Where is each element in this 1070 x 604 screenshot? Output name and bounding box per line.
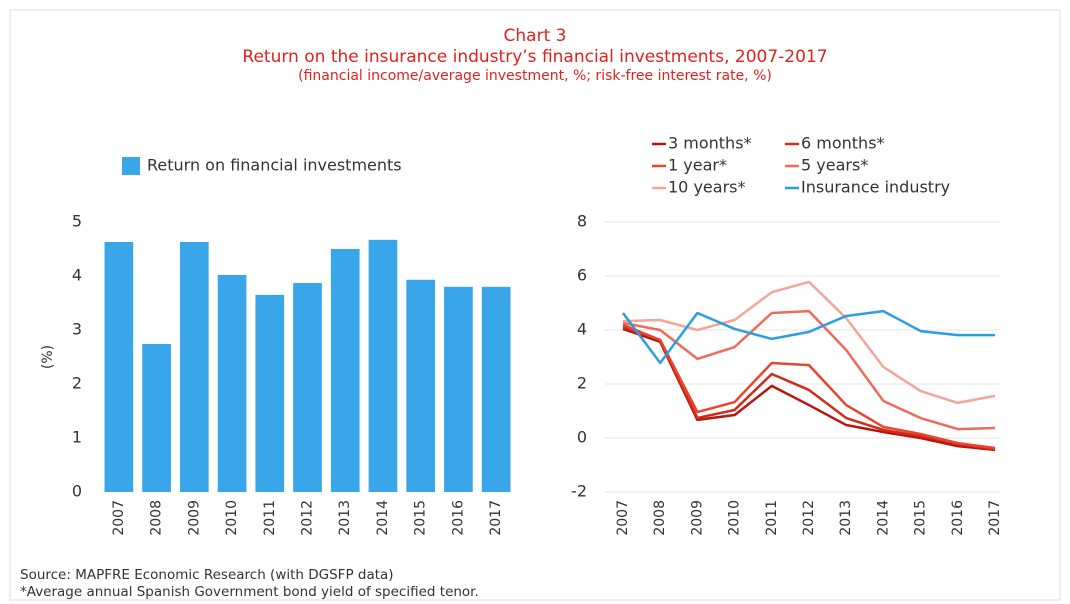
x-tick-label: 2014 [875, 500, 891, 536]
x-tick-label: 2009 [689, 500, 705, 536]
x-tick-label: 2014 [375, 500, 391, 536]
x-tick-label: 2016 [950, 500, 966, 536]
footnote: *Average annual Spanish Government bond … [20, 584, 479, 600]
x-tick-label: 2012 [300, 500, 316, 536]
y-tick-label: 2 [72, 374, 82, 393]
legend-label: Return on financial investments [147, 156, 402, 175]
y-tick-label: 4 [577, 320, 587, 339]
x-tick-label: 2008 [652, 500, 668, 536]
legend-label: 1 year* [668, 156, 727, 175]
x-tick-label: 2017 [488, 500, 504, 536]
y-tick-label: 1 [72, 428, 82, 447]
y-tick-label: 2 [577, 374, 587, 393]
y-tick-label: 5 [72, 212, 82, 231]
x-tick-label: 2015 [413, 500, 429, 536]
y-tick-label: 4 [72, 266, 82, 285]
line [622, 280, 996, 405]
bar [104, 241, 134, 492]
legend-label: Insurance industry [801, 178, 950, 197]
x-tick-label: 2015 [913, 500, 929, 536]
bar [406, 279, 436, 492]
x-tick-label: 2008 [149, 500, 165, 536]
bar [444, 286, 473, 492]
bar [142, 344, 171, 492]
y-axis-label: (%) [40, 345, 56, 369]
bar [179, 241, 209, 492]
bar [481, 286, 511, 492]
chart-subtitle: (financial income/average investment, %;… [298, 68, 772, 84]
source-note: Source: MAPFRE Economic Research (with D… [20, 567, 394, 583]
y-tick-label: 8 [577, 212, 587, 231]
y-tick-label: -2 [571, 482, 587, 501]
legend-label: 5 years* [801, 156, 868, 175]
bar [293, 283, 322, 492]
y-tick-label: 0 [577, 428, 587, 447]
x-tick-label: 2009 [186, 500, 202, 536]
line [621, 309, 995, 365]
x-tick-label: 2017 [987, 500, 1003, 536]
x-tick-label: 2016 [450, 500, 466, 536]
x-tick-label: 2007 [615, 500, 631, 536]
x-tick-label: 2010 [727, 500, 743, 536]
x-tick-label: 2013 [838, 500, 854, 536]
x-tick-label: 2007 [111, 500, 127, 536]
x-tick-label: 2013 [337, 500, 353, 536]
x-tick-label: 2010 [224, 500, 240, 536]
chart-label: Chart 3 [504, 26, 567, 46]
legend-label: 10 years* [668, 178, 745, 197]
legend-label: 6 months* [801, 134, 885, 153]
legend-swatch [122, 157, 140, 175]
frame [9, 9, 1061, 601]
x-tick-label: 2011 [764, 500, 780, 536]
x-tick-label: 2011 [262, 500, 278, 536]
y-tick-label: 0 [72, 482, 82, 501]
bar [255, 294, 285, 492]
line [622, 325, 996, 451]
y-tick-label: 3 [72, 320, 82, 339]
legend-label: 3 months* [668, 134, 752, 153]
bar [217, 274, 247, 492]
x-tick-label: 2012 [801, 500, 817, 536]
line [622, 323, 996, 450]
y-tick-label: 6 [577, 266, 587, 285]
bar [330, 249, 360, 492]
bar [368, 239, 398, 492]
chart-title: Return on the insurance industry’s finan… [242, 47, 827, 67]
line [622, 309, 996, 431]
